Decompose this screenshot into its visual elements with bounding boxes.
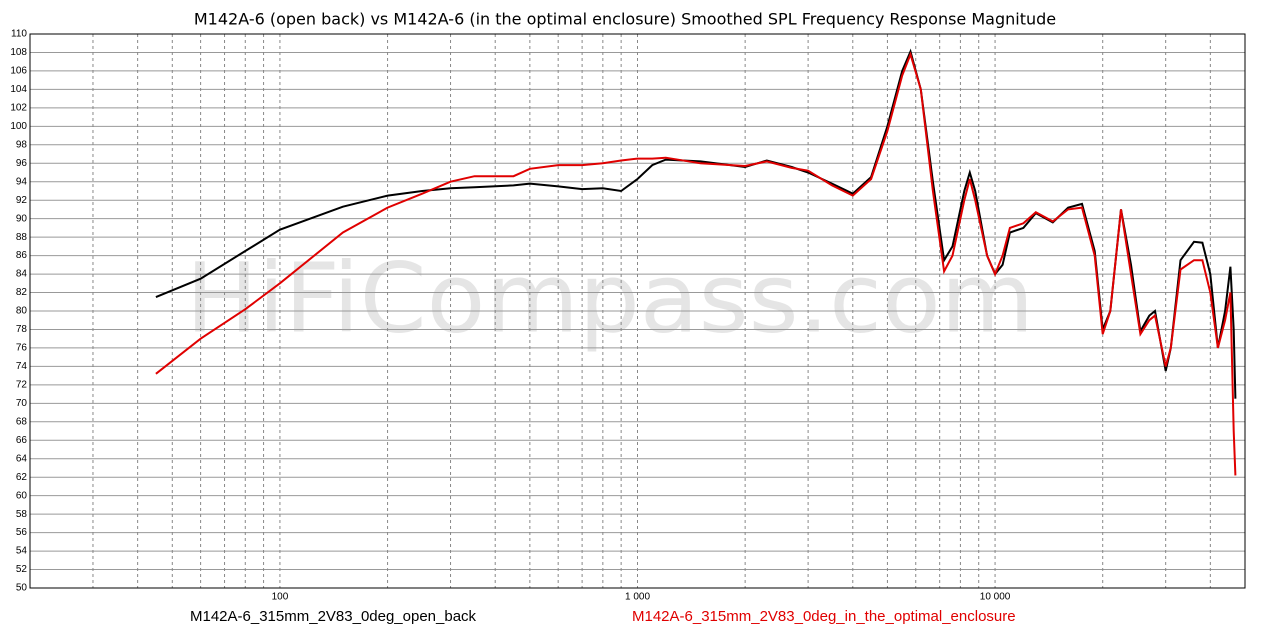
y-tick-label: 82 bbox=[16, 287, 28, 298]
y-tick-label: 110 bbox=[11, 29, 27, 40]
y-tick-label: 104 bbox=[10, 84, 27, 95]
y-tick-label: 58 bbox=[16, 509, 28, 520]
y-tick-label: 100 bbox=[10, 121, 27, 132]
x-tick-label: 1 000 bbox=[625, 592, 650, 603]
legend-entry: M142A-6_315mm_2V83_0deg_open_back bbox=[190, 608, 477, 625]
y-tick-label: 90 bbox=[16, 213, 28, 224]
y-tick-label: 60 bbox=[16, 490, 28, 501]
y-tick-label: 50 bbox=[16, 583, 28, 594]
legend-entry: M142A-6_315mm_2V83_0deg_in_the_optimal_e… bbox=[632, 608, 1016, 625]
plot-border bbox=[29, 33, 1246, 589]
y-tick-label: 88 bbox=[16, 232, 28, 243]
y-tick-label: 56 bbox=[16, 527, 28, 538]
y-tick-label: 64 bbox=[16, 453, 28, 464]
y-tick-label: 76 bbox=[16, 343, 28, 354]
y-tick-label: 84 bbox=[16, 269, 28, 280]
series-line bbox=[155, 51, 1237, 476]
x-tick-label: 100 bbox=[272, 592, 289, 603]
y-tick-label: 78 bbox=[16, 324, 28, 335]
y-tick-label: 106 bbox=[10, 66, 27, 77]
y-tick-label: 98 bbox=[16, 139, 28, 150]
y-tick-label: 66 bbox=[16, 435, 28, 446]
y-tick-label: 74 bbox=[16, 361, 28, 372]
y-tick-label: 92 bbox=[16, 195, 28, 206]
y-tick-label: 102 bbox=[10, 103, 27, 114]
y-tick-label: 86 bbox=[16, 250, 28, 261]
y-tick-label: 70 bbox=[16, 398, 28, 409]
y-tick-label: 62 bbox=[16, 472, 28, 483]
y-tick-label: 80 bbox=[16, 306, 28, 317]
y-tick-label: 68 bbox=[16, 416, 28, 427]
chart-title: M142A-6 (open back) vs M142A-6 (in the o… bbox=[194, 10, 1056, 29]
y-tick-label: 94 bbox=[16, 176, 28, 187]
y-tick-label: 52 bbox=[16, 564, 28, 575]
y-tick-label: 108 bbox=[10, 47, 27, 58]
y-tick-label: 54 bbox=[16, 546, 28, 557]
watermark: HiFiCompass.com bbox=[186, 242, 1034, 354]
x-tick-label: 10 000 bbox=[980, 592, 1011, 603]
y-tick-label: 96 bbox=[16, 158, 28, 169]
y-tick-label: 72 bbox=[16, 380, 28, 391]
